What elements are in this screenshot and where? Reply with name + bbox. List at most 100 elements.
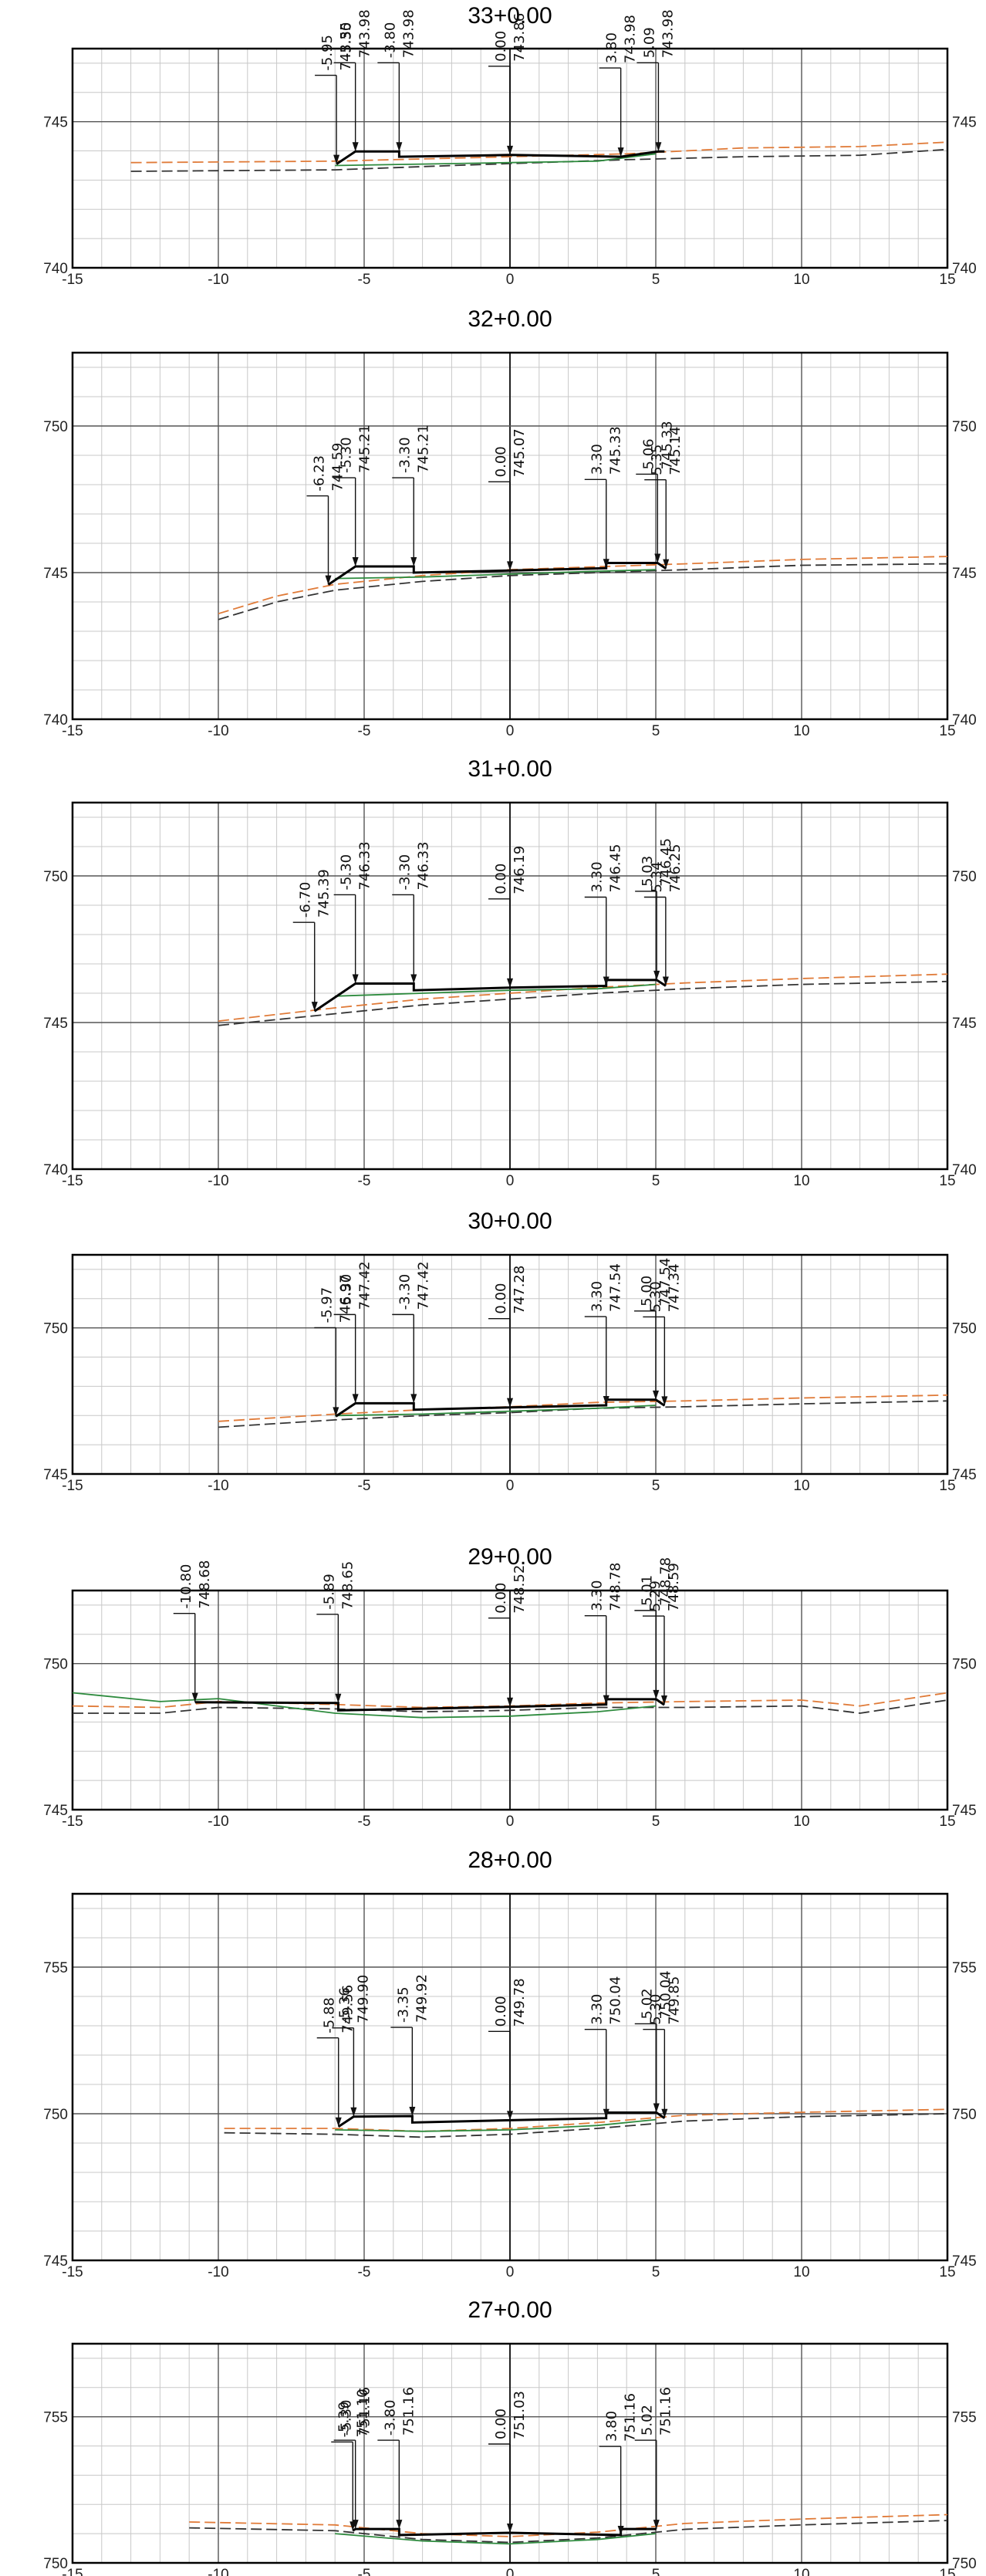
station-point-label: 0.00 747.28 bbox=[488, 1266, 528, 1408]
offset-label: -5.88 bbox=[322, 1997, 338, 2033]
x-tick-label: -15 bbox=[62, 1478, 83, 1494]
offset-label: -6.23 bbox=[312, 455, 328, 492]
leader-arrow bbox=[396, 142, 403, 152]
offset-label: 0.00 bbox=[493, 1283, 509, 1314]
station-point-label: 0.00 743.86 bbox=[488, 13, 528, 155]
x-tick-label: 5 bbox=[652, 2264, 660, 2280]
elevation-label: 745.14 bbox=[667, 427, 684, 475]
y-tick-label-right: 755 bbox=[952, 2410, 977, 2426]
station-point-label: -5.30 745.21 bbox=[333, 424, 373, 567]
offset-label: 5.29 bbox=[647, 1580, 664, 1611]
elevation-label: 745.33 bbox=[608, 426, 624, 475]
elevation-label: 747.28 bbox=[512, 1266, 528, 1314]
x-tick-label: -15 bbox=[62, 272, 83, 288]
y-tick-label-left: 745 bbox=[43, 1016, 68, 1032]
offset-label: 5.35 bbox=[649, 445, 665, 475]
station-point-label: 3.80 751.16 bbox=[599, 2393, 639, 2536]
station-point-label: 3.30 748.78 bbox=[584, 1563, 624, 1705]
design-profile-line bbox=[335, 1398, 666, 1418]
offset-label: 3.30 bbox=[589, 861, 606, 892]
x-tick-label: 0 bbox=[506, 272, 515, 288]
section-panel: 31+0.00 -15 -10 -5 0 5 10 15 750 750 745 745 740 740 -… bbox=[43, 756, 976, 1189]
y-tick-label-right: 750 bbox=[952, 2556, 977, 2572]
offset-label: 5.30 bbox=[647, 1281, 664, 1312]
x-tick-label: -10 bbox=[208, 1478, 228, 1494]
leader-arrow bbox=[333, 1407, 339, 1417]
offset-label: 5.01 bbox=[639, 1575, 655, 1606]
y-tick-label-left: 750 bbox=[43, 2556, 68, 2572]
x-tick-label: 0 bbox=[506, 1478, 515, 1494]
leader-arrow bbox=[350, 2107, 357, 2117]
offset-label: 3.80 bbox=[604, 2411, 620, 2442]
offset-label: -5.39 bbox=[336, 2402, 352, 2438]
leader-arrow bbox=[617, 2526, 624, 2536]
section-frame bbox=[71, 351, 949, 721]
x-tick-label: -5 bbox=[358, 2264, 371, 2280]
section-frame bbox=[71, 2342, 949, 2564]
offset-label: -5.95 bbox=[319, 35, 336, 71]
offset-label: 5.02 bbox=[640, 1988, 656, 2019]
y-tick-label-left: 740 bbox=[43, 712, 68, 729]
x-tick-label: -5 bbox=[358, 1814, 371, 1830]
offset-label: 3.30 bbox=[589, 1994, 606, 2025]
station-point-label: 5.09 743.98 bbox=[637, 9, 676, 152]
elevation-label: 747.34 bbox=[666, 1263, 682, 1312]
offset-label: -3.30 bbox=[397, 1274, 413, 1310]
offset-label: 5.30 bbox=[647, 1994, 664, 2025]
elevation-label: 745.07 bbox=[512, 428, 528, 477]
station-point-label: -5.30 746.33 bbox=[333, 841, 373, 984]
offset-label: 5.09 bbox=[641, 27, 657, 58]
leader-arrow bbox=[661, 2108, 668, 2118]
x-tick-label: 10 bbox=[793, 2264, 809, 2280]
x-tick-label: -15 bbox=[62, 2264, 83, 2280]
elevation-label: 743.55 bbox=[338, 22, 354, 71]
leader-arrow bbox=[662, 976, 669, 986]
leader-arrow bbox=[663, 559, 670, 569]
station-point-label: 3.80 743.98 bbox=[599, 15, 639, 157]
station-point-label: -5.30 743.98 bbox=[333, 9, 373, 152]
section-frame bbox=[71, 1253, 949, 1476]
x-tick-label: 5 bbox=[652, 723, 660, 739]
leader-arrow bbox=[507, 978, 513, 988]
existing-ground-line bbox=[335, 983, 657, 997]
leader-arrow bbox=[396, 2520, 403, 2530]
leader-arrow bbox=[352, 142, 359, 152]
x-tick-label: -10 bbox=[208, 2567, 228, 2576]
y-tick-label-left: 750 bbox=[43, 1657, 68, 1673]
leader-arrow bbox=[507, 1697, 513, 1707]
x-tick-label: 15 bbox=[939, 723, 955, 739]
offset-label: -3.35 bbox=[395, 1986, 411, 2023]
x-tick-label: -5 bbox=[358, 272, 371, 288]
x-tick-label: 0 bbox=[506, 1173, 515, 1189]
elevation-label: 744.59 bbox=[330, 443, 346, 492]
elevation-label: 745.21 bbox=[415, 424, 431, 473]
x-tick-label: 15 bbox=[939, 1814, 955, 1830]
leader-arrow bbox=[352, 2520, 359, 2530]
design-profile-line bbox=[352, 2527, 657, 2537]
station-point-label: 5.30 747.34 bbox=[643, 1263, 682, 1406]
leader-arrow bbox=[410, 974, 417, 984]
elevation-label: 743.98 bbox=[623, 15, 639, 63]
station-point-label: 5.06 745.33 bbox=[636, 421, 675, 563]
y-tick-label-left: 755 bbox=[43, 2410, 68, 2426]
leader-arrow bbox=[410, 557, 417, 567]
elevation-label: 747.42 bbox=[415, 1261, 431, 1310]
y-tick-label-left: 740 bbox=[43, 1162, 68, 1178]
elevation-label: 749.78 bbox=[512, 1978, 528, 2027]
offset-label: 0.00 bbox=[493, 446, 509, 477]
x-tick-label: 15 bbox=[939, 1478, 955, 1494]
offset-label: -3.80 bbox=[382, 2399, 398, 2436]
offset-label: 0.00 bbox=[493, 864, 509, 894]
y-tick-label-left: 750 bbox=[43, 419, 68, 435]
elevation-label: 746.25 bbox=[667, 844, 684, 893]
leader-arrow bbox=[191, 1692, 198, 1702]
y-tick-label-left: 750 bbox=[43, 1321, 68, 1337]
elevation-label: 747.54 bbox=[657, 1258, 674, 1307]
y-tick-label-right: 750 bbox=[952, 1321, 977, 1337]
y-tick-label-right: 745 bbox=[952, 2253, 977, 2270]
elevation-label: 743.86 bbox=[512, 13, 528, 62]
leader-arrow bbox=[653, 2103, 660, 2113]
